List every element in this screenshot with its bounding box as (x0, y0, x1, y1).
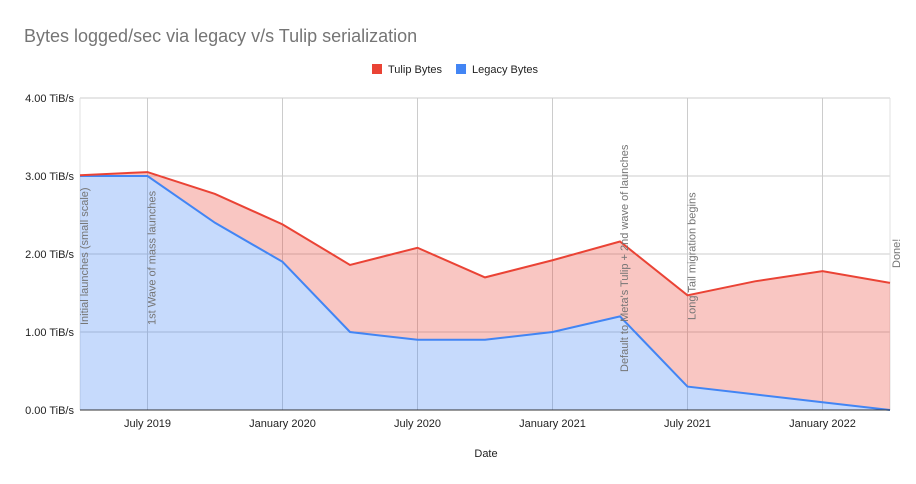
annotation-label: 1st Wave of mass launches (147, 190, 159, 325)
series-areas (79, 171, 891, 411)
gridlines (79, 97, 891, 410)
annotation-label: Default to Meta's Tulip + 2nd wave of la… (619, 144, 631, 372)
y-tick-label: 0.00 TiB/s (25, 405, 74, 417)
legend-swatch (372, 64, 382, 74)
x-tick-label: July 2019 (124, 418, 171, 430)
x-tick-label: July 2021 (664, 418, 711, 430)
axes: 0.00 TiB/s 1.00 TiB/s 2.00 TiB/s 3.00 TiB/s… (25, 93, 890, 430)
y-tick-label: 2.00 TiB/s (25, 249, 74, 261)
x-tick-label: January 2022 (789, 418, 856, 430)
legend-swatch (456, 64, 467, 74)
annotation-label: Long Tail migration begins (687, 192, 699, 320)
annotations: Initial launches (small scale) 1st Wave o… (79, 144, 903, 372)
y-tick-label: 1.00 TiB/s (25, 327, 74, 339)
area-tulip-bytes (80, 172, 890, 410)
annotation-label: Initial launches (small scale) (79, 187, 91, 325)
x-tick-label: July 2020 (394, 418, 441, 430)
legend-label: Legacy Bytes (472, 64, 539, 76)
area-legacy-bytes (80, 176, 890, 410)
x-axis-title: Date (474, 448, 497, 460)
legend: Tulip Bytes Legacy Bytes (372, 64, 539, 76)
x-tick-label: January 2020 (249, 418, 316, 430)
legend-label: Tulip Bytes (388, 64, 443, 76)
y-tick-label: 4.00 TiB/s (25, 93, 74, 105)
line-legacy-bytes (80, 175, 891, 411)
x-tick-label: January 2021 (519, 418, 586, 430)
annotation-label: Done! (891, 239, 903, 268)
line-tulip-bytes (79, 171, 891, 297)
y-tick-label: 3.00 TiB/s (25, 171, 74, 183)
chart-title: Bytes logged/sec via legacy v/s Tulip se… (24, 26, 417, 46)
